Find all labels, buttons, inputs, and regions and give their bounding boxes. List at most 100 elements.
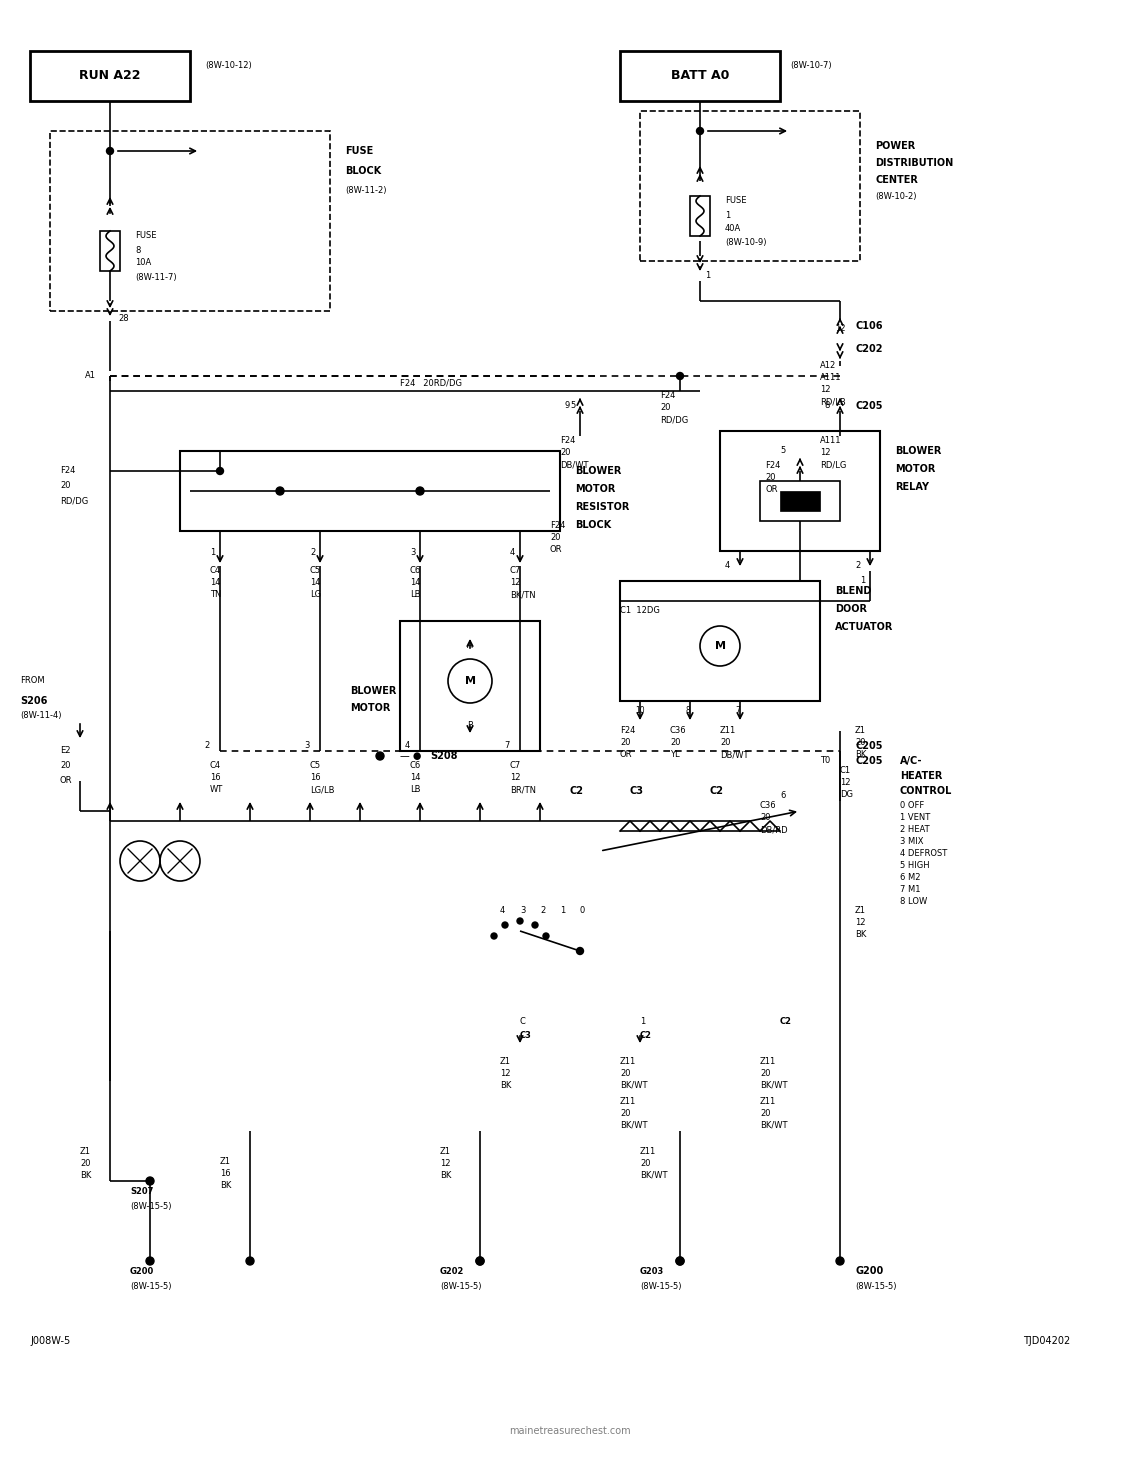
Text: Z11: Z11 <box>720 727 736 736</box>
Text: C7: C7 <box>510 761 521 770</box>
Text: A111: A111 <box>820 437 842 446</box>
Text: 3 MIX: 3 MIX <box>900 837 924 847</box>
Text: FUSE: FUSE <box>135 231 157 240</box>
Bar <box>620 581 820 701</box>
Text: (8W-15-5): (8W-15-5) <box>855 1281 896 1290</box>
Text: 16: 16 <box>220 1169 231 1177</box>
Text: 20: 20 <box>670 739 680 748</box>
Text: BLEND: BLEND <box>835 586 871 595</box>
Text: 20: 20 <box>760 1068 770 1078</box>
Bar <box>720 431 880 551</box>
Circle shape <box>576 948 584 954</box>
Text: C205: C205 <box>855 755 883 766</box>
Text: C4: C4 <box>210 567 222 576</box>
Circle shape <box>491 933 498 939</box>
Text: M: M <box>715 641 726 652</box>
Text: 20: 20 <box>620 739 630 748</box>
Circle shape <box>476 1257 484 1265</box>
Bar <box>690 195 710 235</box>
Text: Z1: Z1 <box>440 1146 451 1155</box>
Text: BK/TN: BK/TN <box>510 591 536 600</box>
Text: LB: LB <box>410 591 420 600</box>
Circle shape <box>676 1257 684 1265</box>
Bar <box>780 492 820 511</box>
Text: 2: 2 <box>204 742 210 751</box>
Text: OR: OR <box>550 545 562 554</box>
Text: 9: 9 <box>565 401 570 410</box>
Text: F24: F24 <box>550 521 566 530</box>
Text: BK: BK <box>440 1170 451 1179</box>
Circle shape <box>247 1257 254 1265</box>
Text: BK/WT: BK/WT <box>640 1170 668 1179</box>
Text: 7: 7 <box>504 742 510 751</box>
Text: A1: A1 <box>85 372 97 381</box>
Text: LB: LB <box>410 785 420 794</box>
Text: (8W-11-7): (8W-11-7) <box>135 274 176 283</box>
Text: POWER: POWER <box>875 141 916 151</box>
Text: BK/WT: BK/WT <box>760 1081 787 1090</box>
Text: 20: 20 <box>640 1158 651 1167</box>
Text: 4 DEFROST: 4 DEFROST <box>900 850 947 859</box>
Text: A/C-: A/C- <box>900 755 922 766</box>
Text: 4: 4 <box>404 742 410 751</box>
Text: G200: G200 <box>855 1266 884 1277</box>
Text: C4: C4 <box>210 761 222 770</box>
Text: RELAY: RELAY <box>895 481 929 492</box>
Text: C5: C5 <box>310 567 321 576</box>
Text: 14: 14 <box>410 773 420 782</box>
Text: 1: 1 <box>725 212 730 221</box>
Text: 20: 20 <box>620 1108 630 1118</box>
Text: 28: 28 <box>118 314 128 323</box>
Text: 3: 3 <box>520 906 525 915</box>
Circle shape <box>532 923 538 929</box>
Text: Z1: Z1 <box>855 727 866 736</box>
Text: 7 M1: 7 M1 <box>900 886 920 895</box>
Text: (8W-11-4): (8W-11-4) <box>20 711 61 720</box>
Text: G202: G202 <box>440 1266 465 1275</box>
Text: C6: C6 <box>410 567 421 576</box>
Text: BLOCK: BLOCK <box>345 166 382 176</box>
Text: 20: 20 <box>855 739 866 748</box>
Text: 20: 20 <box>60 481 70 490</box>
Text: RD/LG: RD/LG <box>820 461 846 469</box>
Circle shape <box>696 127 703 135</box>
Text: BK: BK <box>855 930 867 939</box>
Circle shape <box>543 933 549 939</box>
Text: 20: 20 <box>80 1158 91 1167</box>
Text: BLOWER: BLOWER <box>895 446 942 456</box>
Text: Z11: Z11 <box>620 1056 636 1065</box>
Text: CONTROL: CONTROL <box>900 786 952 795</box>
Text: C6: C6 <box>410 761 421 770</box>
Text: A: A <box>467 641 473 650</box>
Text: C2: C2 <box>710 786 724 795</box>
Text: 14: 14 <box>210 579 220 588</box>
Text: 2: 2 <box>855 561 860 570</box>
Text: FUSE: FUSE <box>725 197 746 206</box>
Text: 20: 20 <box>620 1068 630 1078</box>
Text: 16: 16 <box>310 773 320 782</box>
Text: BK/WT: BK/WT <box>620 1121 648 1130</box>
Text: MOTOR: MOTOR <box>350 703 391 712</box>
Text: (8W-10-2): (8W-10-2) <box>875 193 917 201</box>
Text: Z11: Z11 <box>620 1096 636 1105</box>
Text: BK: BK <box>500 1081 511 1090</box>
Text: E2: E2 <box>60 746 70 755</box>
Text: TN: TN <box>210 591 222 600</box>
Text: RD/LB: RD/LB <box>820 397 845 406</box>
Circle shape <box>376 752 384 760</box>
Text: C1: C1 <box>840 767 851 776</box>
Text: 3: 3 <box>304 742 310 751</box>
Text: C205: C205 <box>855 401 883 412</box>
Text: OR: OR <box>620 751 633 760</box>
Text: F24: F24 <box>620 727 635 736</box>
Text: 1 VENT: 1 VENT <box>900 813 930 822</box>
Bar <box>620 50 780 101</box>
Text: C36: C36 <box>760 801 777 810</box>
Circle shape <box>107 148 114 154</box>
Text: BLOCK: BLOCK <box>575 520 611 530</box>
Text: C205: C205 <box>855 740 883 751</box>
Text: Z11: Z11 <box>760 1096 776 1105</box>
Text: OR: OR <box>60 776 73 785</box>
Text: 5: 5 <box>570 401 575 410</box>
Text: C: C <box>520 1016 526 1025</box>
